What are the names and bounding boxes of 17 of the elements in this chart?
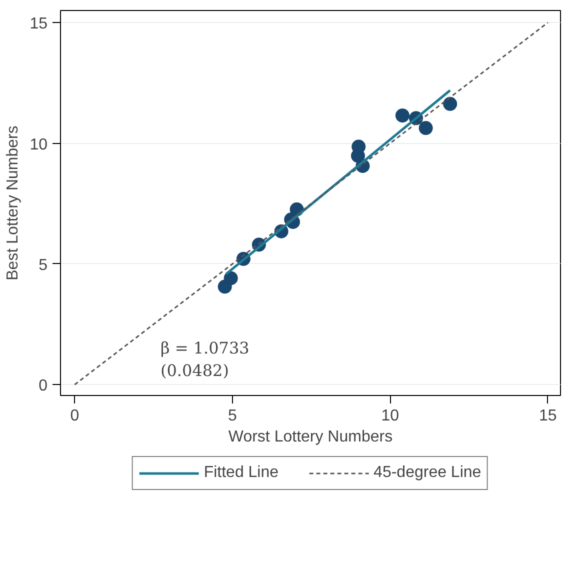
y-tick-label: 0 bbox=[38, 378, 48, 395]
y-tick-label: 10 bbox=[30, 136, 48, 154]
legend-label: 45-degree Line bbox=[374, 464, 482, 482]
point bbox=[224, 271, 238, 286]
legend-label: Fitted Line bbox=[204, 464, 279, 482]
x-tick-label: 0 bbox=[70, 408, 80, 424]
x-axis-title: Worst Lottery Numbers bbox=[228, 428, 393, 446]
point bbox=[418, 121, 433, 136]
y-axis-title: Best Lottery Numbers bbox=[4, 126, 22, 280]
x-tick-label: 5 bbox=[228, 408, 237, 424]
x-tick-label: 15 bbox=[538, 408, 557, 424]
y-tick-label: 15 bbox=[30, 16, 48, 33]
point bbox=[443, 96, 458, 111]
y-tick-label: 5 bbox=[38, 256, 48, 274]
annotation: β = 1.0733 (0.0482) bbox=[160, 338, 250, 380]
point bbox=[395, 108, 410, 122]
x-tick-label: 10 bbox=[381, 408, 400, 424]
